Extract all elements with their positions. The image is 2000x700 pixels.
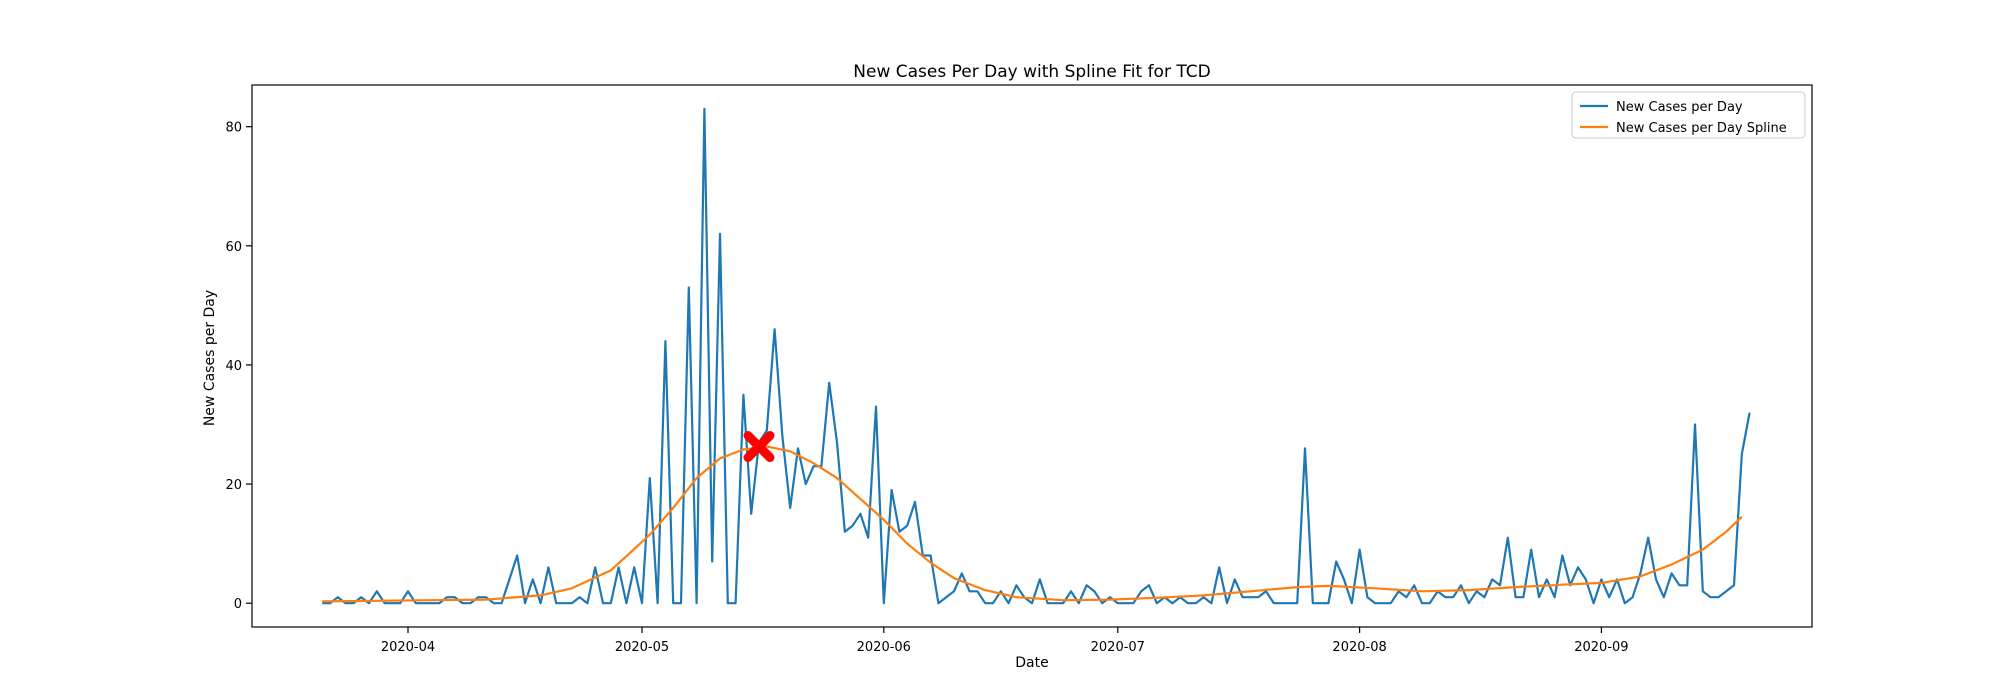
legend-label: New Cases per Day (1616, 100, 1743, 115)
x-tick-label: 2020-07 (1091, 640, 1145, 655)
y-tick-label: 0 (234, 597, 242, 612)
x-tick-label: 2020-04 (381, 640, 435, 655)
x-axis-label: Date (1015, 655, 1048, 671)
legend-box (1571, 91, 1806, 139)
legend-entry: New Cases per Day Spline (1580, 121, 1787, 136)
x-tick-label: 2020-08 (1332, 640, 1386, 655)
legend: New Cases per Day New Cases per Day Splin… (1571, 91, 1806, 139)
legend-entry: New Cases per Day (1580, 100, 1743, 115)
x-tick-label: 2020-09 (1574, 640, 1628, 655)
x-tick-label: 2020-06 (857, 640, 911, 655)
y-tick-label: 40 (225, 359, 242, 374)
plot-area (322, 107, 1751, 605)
y-tick-label: 80 (225, 121, 242, 136)
plot-frame (251, 84, 1813, 628)
x-tick-label: 2020-05 (615, 640, 669, 655)
series-line-new-cases-per-day-spline (322, 445, 1743, 603)
peak-marker (743, 431, 775, 463)
chart-title: New Cases Per Day with Spline Fit for TC… (853, 62, 1210, 82)
y-tick-label: 60 (225, 240, 242, 255)
axes: 2020-04 2020-05 2020-06 2020-07 2020-08 2020-… (225, 84, 1813, 655)
y-tick-label: 20 (225, 478, 242, 493)
series-line-new-cases-per-day (322, 107, 1751, 605)
y-axis-label: New Cases per Day (202, 290, 218, 426)
legend-label: New Cases per Day Spline (1616, 121, 1787, 136)
